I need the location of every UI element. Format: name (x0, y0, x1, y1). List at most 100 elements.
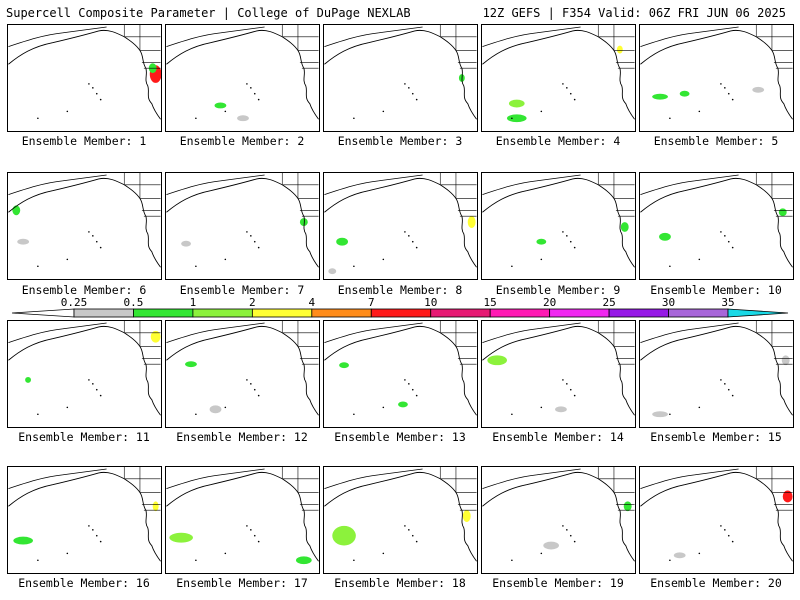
country-border (439, 467, 477, 505)
island (727, 92, 730, 95)
scp-contour (214, 102, 227, 109)
province-borders (598, 467, 635, 511)
country-border (123, 467, 161, 505)
island (540, 406, 543, 409)
island (92, 87, 94, 89)
province-borders (598, 25, 635, 69)
island (562, 83, 564, 85)
coastline-north (324, 26, 423, 47)
island (724, 87, 726, 89)
province-borders (440, 25, 477, 69)
scp-contour (152, 501, 159, 512)
scp-contour (652, 93, 668, 100)
island (66, 552, 69, 555)
island (669, 265, 671, 268)
coastline-north (482, 468, 581, 489)
scp-contour (209, 405, 222, 414)
island (353, 265, 355, 268)
member-map-panel (165, 466, 320, 574)
member-map-panel (7, 172, 162, 280)
colorbar-right-arrow (727, 308, 789, 318)
island (195, 265, 197, 268)
island (253, 534, 256, 537)
island (415, 540, 418, 543)
island (99, 540, 102, 543)
province-borders (756, 173, 793, 217)
scp-contour (299, 218, 308, 226)
island (540, 258, 543, 261)
scp-contour (332, 525, 356, 546)
island (88, 231, 90, 233)
member-label: Ensemble Member: 10 (650, 283, 782, 297)
island (411, 240, 414, 243)
country-border (597, 25, 635, 63)
island (720, 525, 722, 527)
scp-contour (237, 115, 249, 122)
island (382, 552, 385, 555)
member-map-panel (323, 320, 478, 428)
member-label: Ensemble Member: 6 (21, 283, 147, 297)
coastline-north (166, 174, 265, 195)
colorbar-tick-label: 30 (662, 297, 675, 309)
island (37, 265, 39, 268)
island (540, 110, 543, 113)
island (411, 92, 414, 95)
province-borders (598, 173, 635, 217)
member-label: Ensemble Member: 5 (653, 134, 779, 148)
island (727, 388, 730, 391)
map-title: Supercell Composite Parameter | College … (6, 6, 411, 20)
member-label: Ensemble Member: 11 (18, 430, 150, 444)
coastline-north (324, 322, 423, 343)
country-border (123, 321, 161, 359)
island (511, 117, 513, 120)
colorbar-segment (489, 308, 551, 318)
member-label: Ensemble Member: 17 (176, 576, 308, 590)
island (95, 388, 98, 391)
member-map-panel (323, 24, 478, 132)
island (37, 559, 39, 562)
map-svg (324, 467, 477, 562)
island (562, 379, 564, 381)
member-label: Ensemble Member: 2 (179, 134, 305, 148)
map-svg (640, 321, 793, 418)
island (37, 117, 39, 120)
coastline (166, 325, 319, 416)
country-border (281, 321, 319, 359)
island (731, 98, 734, 101)
coastline (324, 29, 477, 120)
island (411, 534, 414, 537)
island (92, 383, 94, 385)
map-svg (482, 173, 635, 268)
island (724, 235, 726, 237)
country-border (281, 173, 319, 211)
island (698, 552, 701, 555)
scp-contour (778, 208, 787, 217)
coastline-north (8, 468, 107, 489)
province-borders (598, 321, 635, 365)
country-border (755, 321, 793, 359)
island (88, 83, 90, 85)
province-borders (124, 173, 161, 217)
island (569, 534, 572, 537)
member-label: Ensemble Member: 1 (21, 134, 147, 148)
scp-contour (620, 222, 629, 232)
scp-contour (652, 411, 668, 418)
island (257, 246, 260, 249)
island (511, 413, 513, 416)
map-svg (8, 467, 161, 562)
colorbar-tick-label: 10 (424, 297, 437, 309)
map-svg (640, 467, 793, 562)
member-label: Ensemble Member: 16 (18, 576, 150, 590)
member-map-panel (481, 466, 636, 574)
province-borders (124, 25, 161, 69)
country-border (123, 173, 161, 211)
island (99, 98, 102, 101)
coastline-north (8, 26, 107, 47)
scp-contour (623, 501, 632, 512)
island (404, 83, 406, 85)
island (566, 87, 568, 89)
coastline (324, 177, 477, 268)
member-label: Ensemble Member: 8 (337, 283, 463, 297)
scp-contour (336, 237, 348, 246)
island (566, 529, 568, 531)
